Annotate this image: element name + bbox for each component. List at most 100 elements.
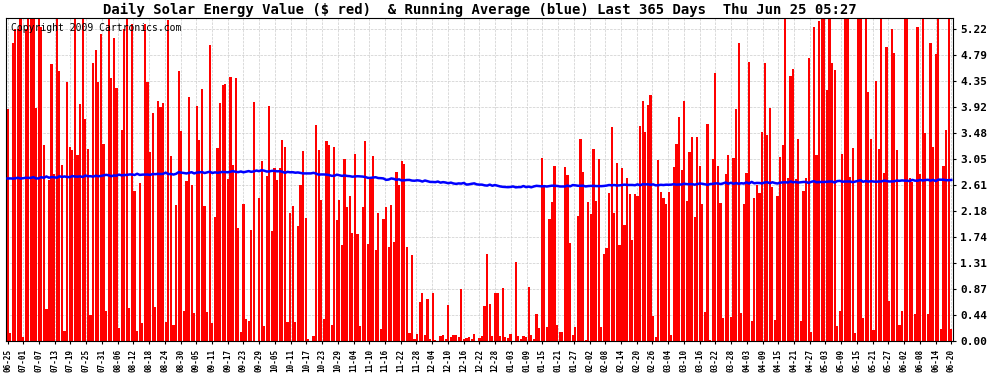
Bar xyxy=(12,43,14,342)
Bar xyxy=(634,194,636,342)
Bar xyxy=(738,43,740,342)
Bar xyxy=(258,198,260,342)
Bar xyxy=(372,156,374,342)
Text: Copyright 2009 Cartronics.com: Copyright 2009 Cartronics.com xyxy=(11,23,181,33)
Bar xyxy=(502,288,504,342)
Bar xyxy=(369,178,371,342)
Bar xyxy=(611,127,613,342)
Bar xyxy=(758,193,760,342)
Bar xyxy=(294,322,296,342)
Bar xyxy=(626,178,629,342)
Bar xyxy=(766,135,768,342)
Bar xyxy=(603,254,605,342)
Bar xyxy=(728,155,730,342)
Bar xyxy=(699,166,701,342)
Bar xyxy=(831,63,834,342)
Bar xyxy=(792,69,794,342)
Bar xyxy=(805,178,807,342)
Bar xyxy=(843,18,846,342)
Bar xyxy=(278,168,281,342)
Bar xyxy=(667,192,670,342)
Bar xyxy=(313,336,315,342)
Bar xyxy=(654,337,656,342)
Bar xyxy=(875,81,877,342)
Bar xyxy=(753,198,755,342)
Bar xyxy=(162,103,164,342)
Bar xyxy=(901,310,903,342)
Bar xyxy=(494,293,496,342)
Bar xyxy=(803,191,805,342)
Bar xyxy=(782,145,784,342)
Bar xyxy=(545,327,547,342)
Bar xyxy=(356,234,358,342)
Bar xyxy=(680,170,683,342)
Bar xyxy=(108,18,110,342)
Bar xyxy=(789,76,792,342)
Bar xyxy=(867,92,869,342)
Bar xyxy=(649,95,651,342)
Bar xyxy=(720,203,722,342)
Bar xyxy=(395,172,398,342)
Bar xyxy=(449,338,452,342)
Bar xyxy=(538,328,541,342)
Bar xyxy=(774,320,776,342)
Bar xyxy=(541,158,543,342)
Bar xyxy=(235,78,237,342)
Bar xyxy=(328,145,330,342)
Bar xyxy=(411,255,413,342)
Bar xyxy=(305,217,307,342)
Bar xyxy=(683,101,685,342)
Bar xyxy=(183,311,185,342)
Bar xyxy=(779,157,781,342)
Bar xyxy=(87,148,89,342)
Bar xyxy=(507,338,509,342)
Bar xyxy=(198,140,201,342)
Bar xyxy=(74,18,76,342)
Bar xyxy=(281,140,283,342)
Bar xyxy=(71,150,73,342)
Bar xyxy=(691,137,693,342)
Bar xyxy=(595,201,597,342)
Bar xyxy=(600,327,602,342)
Bar xyxy=(462,339,465,342)
Bar xyxy=(89,315,92,342)
Bar xyxy=(6,108,9,342)
Bar xyxy=(147,82,148,342)
Bar xyxy=(123,29,126,342)
Bar xyxy=(217,148,219,342)
Bar xyxy=(408,333,411,342)
Bar xyxy=(839,311,841,342)
Bar xyxy=(644,132,646,342)
Bar xyxy=(55,18,57,342)
Bar xyxy=(550,202,553,342)
Bar xyxy=(761,132,763,342)
Bar xyxy=(214,217,216,342)
Bar xyxy=(531,336,533,342)
Bar xyxy=(468,337,470,342)
Bar xyxy=(177,71,180,342)
Bar xyxy=(694,217,696,342)
Bar xyxy=(834,70,836,342)
Bar xyxy=(95,50,97,342)
Bar xyxy=(745,173,747,342)
Bar xyxy=(533,339,535,342)
Bar xyxy=(849,177,851,342)
Bar xyxy=(741,313,742,342)
Bar xyxy=(569,243,571,342)
Bar xyxy=(473,334,475,342)
Bar xyxy=(637,196,639,342)
Bar xyxy=(35,108,38,342)
Bar xyxy=(662,198,664,342)
Bar xyxy=(800,321,802,342)
Bar xyxy=(821,18,823,342)
Bar xyxy=(574,327,576,342)
Bar xyxy=(670,335,672,342)
Bar xyxy=(776,196,779,342)
Bar xyxy=(510,334,512,342)
Bar xyxy=(592,149,595,342)
Bar xyxy=(255,341,257,342)
Bar xyxy=(25,29,27,342)
Bar xyxy=(284,147,286,342)
Bar xyxy=(118,328,120,342)
Bar xyxy=(763,63,765,342)
